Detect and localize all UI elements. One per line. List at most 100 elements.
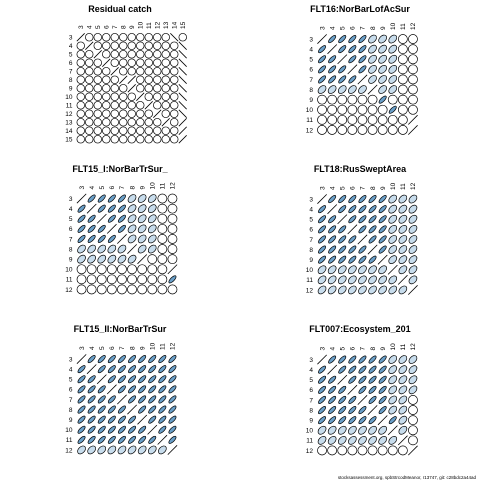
correlation-ellipse: [77, 244, 86, 254]
correlation-circle: [170, 109, 179, 118]
correlation-circle: [102, 118, 111, 127]
correlation-ellipse: [348, 35, 357, 44]
correlation-circle: [127, 284, 137, 295]
correlation-ellipse: [327, 85, 337, 94]
correlation-circle: [102, 75, 111, 84]
row-tick-label: 9: [309, 417, 313, 424]
correlation-ellipse: [348, 375, 357, 384]
correlation-circle: [127, 118, 136, 127]
panel-4: FLT18:RusSweptArea3344556677889910101111…: [306, 164, 418, 295]
row-tick-label: 11: [306, 117, 313, 124]
correlation-circle: [327, 114, 338, 125]
correlation-ellipse: [127, 224, 137, 234]
correlation-circle: [136, 58, 145, 67]
correlation-ellipse: [97, 365, 106, 374]
correlation-ellipse: [117, 385, 126, 394]
correlation-circle: [327, 104, 338, 115]
correlation-circle: [147, 284, 158, 295]
correlation-circle: [76, 118, 85, 127]
correlation-circle: [317, 114, 327, 125]
correlation-circle: [137, 274, 148, 285]
correlation-circle: [408, 74, 418, 85]
correlation-ellipse: [358, 65, 367, 74]
correlation-ellipse: [398, 255, 408, 264]
correlation-ellipse: [97, 405, 106, 414]
correlation-ellipse: [337, 436, 347, 445]
correlation-ellipse: [388, 416, 397, 425]
column-tick-label: 12: [170, 182, 177, 190]
row-tick-label: 9: [309, 97, 313, 104]
correlation-ellipse: [328, 416, 337, 425]
column-tick-label: 9: [380, 347, 387, 351]
row-tick-label: 10: [65, 94, 73, 101]
correlation-ellipse: [368, 416, 377, 425]
correlation-circle: [387, 114, 398, 125]
correlation-ellipse: [107, 254, 117, 264]
row-tick-label: 6: [69, 60, 73, 67]
column-tick-label: 4: [329, 186, 336, 190]
correlation-ellipse: [158, 395, 167, 404]
correlation-circle: [408, 64, 418, 75]
correlation-circle: [367, 94, 378, 105]
row-tick-label: 9: [69, 256, 73, 263]
correlation-circle: [327, 94, 338, 105]
correlation-ellipse: [97, 425, 106, 434]
correlation-ellipse: [388, 54, 398, 64]
correlation-ellipse: [328, 375, 337, 384]
correlation-circle: [317, 94, 327, 105]
correlation-circle: [147, 274, 158, 285]
column-tick-label: 10: [149, 182, 156, 190]
panel-title: FLT007:Ecosystem_201: [309, 324, 410, 334]
correlation-ellipse: [348, 406, 357, 415]
correlation-circle: [136, 109, 145, 118]
correlation-ellipse: [378, 436, 387, 445]
correlation-ellipse: [358, 85, 367, 94]
correlation-ellipse: [147, 445, 157, 455]
correlation-ellipse: [107, 234, 116, 243]
correlation-circle: [161, 58, 170, 67]
correlation-circle: [110, 118, 119, 127]
correlation-circle: [93, 67, 102, 76]
correlation-ellipse: [348, 425, 357, 435]
correlation-circle: [144, 92, 153, 101]
correlation-ellipse: [398, 194, 408, 204]
correlation-ellipse: [318, 365, 327, 374]
correlation-ellipse: [77, 395, 86, 404]
correlation-circle: [170, 50, 179, 59]
correlation-circle: [144, 50, 153, 59]
correlation-line: [337, 214, 348, 225]
correlation-ellipse: [378, 395, 387, 404]
correlation-ellipse: [348, 436, 357, 445]
correlation-line: [397, 435, 408, 446]
column-tick-label: 10: [149, 342, 156, 350]
correlation-ellipse: [158, 405, 167, 414]
correlation-ellipse: [378, 205, 387, 214]
correlation-ellipse: [348, 235, 357, 244]
correlation-ellipse: [77, 425, 86, 434]
correlation-circle: [127, 41, 136, 50]
correlation-ellipse: [408, 204, 418, 214]
correlation-circle: [170, 41, 179, 50]
row-tick-label: 11: [66, 103, 73, 110]
column-tick-label: 4: [89, 346, 96, 350]
column-tick-label: 3: [319, 186, 326, 190]
correlation-ellipse: [137, 445, 147, 455]
correlation-ellipse: [368, 265, 377, 275]
correlation-circle: [170, 101, 179, 110]
correlation-line: [167, 445, 178, 455]
correlation-line: [178, 126, 187, 135]
correlation-line: [178, 118, 187, 127]
correlation-ellipse: [87, 194, 96, 203]
correlation-ellipse: [138, 365, 147, 374]
correlation-line: [153, 109, 162, 118]
correlation-ellipse: [328, 395, 337, 404]
correlation-ellipse: [408, 214, 418, 224]
row-tick-label: 4: [309, 46, 313, 53]
correlation-ellipse: [128, 355, 137, 364]
panel-title: FLT16:NorBarLofAcSur: [310, 4, 410, 14]
correlation-circle: [153, 58, 162, 67]
correlation-ellipse: [328, 75, 337, 84]
correlation-line: [137, 254, 148, 265]
correlation-ellipse: [388, 375, 398, 385]
correlation-circle: [397, 74, 408, 85]
